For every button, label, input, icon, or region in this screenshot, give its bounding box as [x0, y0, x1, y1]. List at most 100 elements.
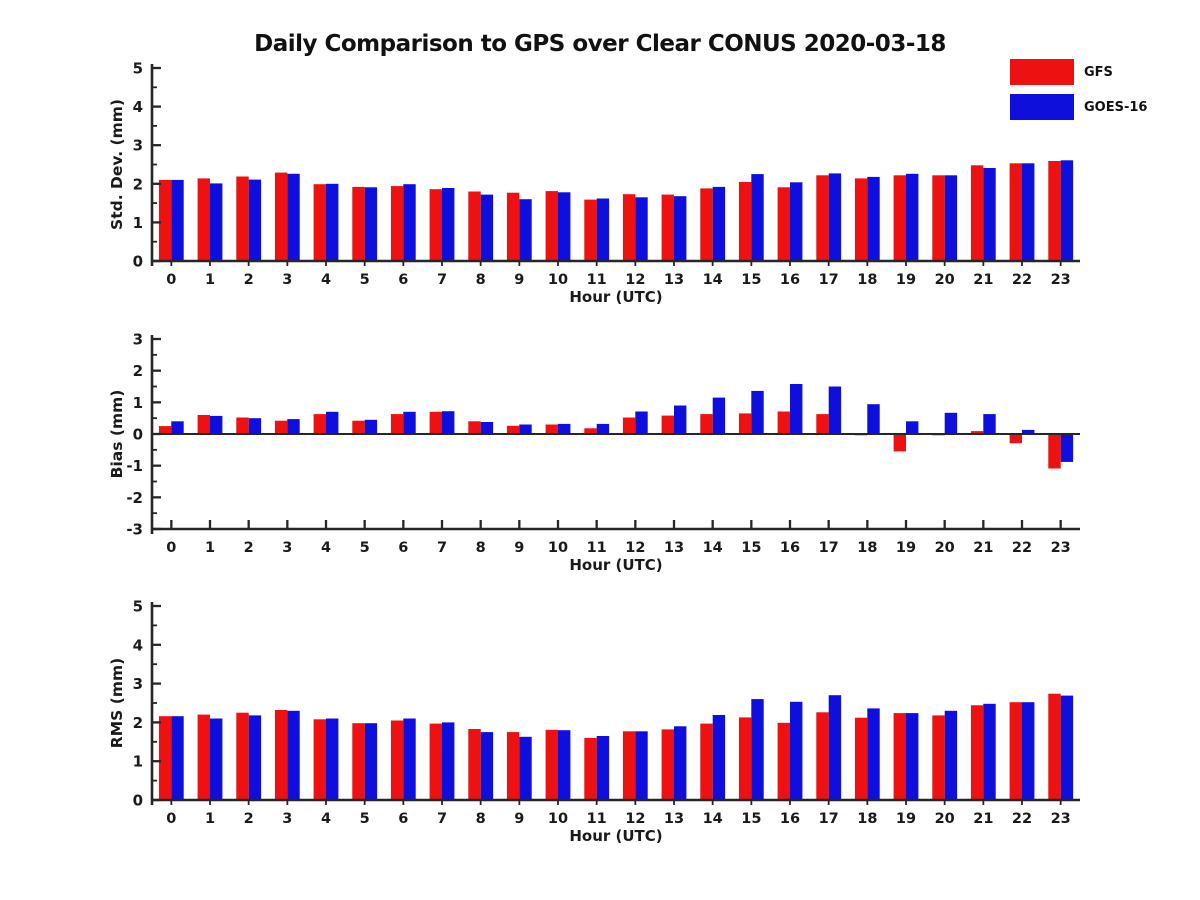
bar-goes-16-h20 [944, 175, 958, 261]
bar-goes-16-h3 [287, 173, 300, 261]
bar-goes-16-h8 [480, 732, 494, 800]
xtick-label: 17 [819, 540, 839, 556]
xtick-label: 11 [587, 811, 607, 827]
xtick-label: 3 [282, 272, 292, 288]
bar-goes-16-h22 [1022, 429, 1035, 434]
bar-goes-16-h22 [1022, 702, 1035, 800]
bar-gfs-h13 [661, 729, 674, 800]
bar-gfs-h3 [274, 420, 288, 434]
bar-gfs-h7 [429, 723, 442, 800]
bar-gfs-h17 [816, 414, 829, 434]
bar-goes-16-h6 [403, 411, 416, 434]
bar-gfs-h8 [468, 421, 481, 434]
bar-goes-16-h1 [210, 183, 223, 261]
bias-chart-xlabel: Hour (UTC) [569, 556, 662, 574]
bar-gfs-h20 [932, 175, 945, 261]
bar-gfs-h12 [622, 731, 636, 800]
xtick-label: 21 [973, 272, 993, 288]
bar-gfs-h10 [545, 424, 558, 434]
xtick-label: 4 [321, 272, 331, 288]
xtick-label: 15 [741, 811, 761, 827]
bar-gfs-h6 [390, 414, 404, 434]
bar-goes-16-h9 [519, 736, 532, 800]
bar-gfs-h17 [816, 175, 829, 261]
bar-goes-16-h1 [210, 415, 223, 434]
bar-gfs-h16 [777, 411, 790, 434]
bar-gfs-h2 [236, 712, 249, 800]
bar-gfs-h7 [429, 411, 442, 434]
bar-goes-16-h3 [287, 419, 300, 434]
xtick-label: 17 [819, 272, 839, 288]
bar-gfs-h6 [390, 720, 404, 800]
xtick-label: 7 [437, 811, 447, 827]
bar-goes-16-h10 [558, 423, 571, 434]
bar-gfs-h21 [970, 705, 984, 800]
bar-goes-16-h20 [944, 412, 958, 434]
xtick-label: 23 [1051, 811, 1071, 827]
bar-goes-16-h15 [751, 699, 764, 800]
bar-goes-16-h21 [983, 168, 996, 261]
xtick-label: 9 [514, 811, 524, 827]
bar-goes-16-h5 [364, 187, 378, 261]
bar-goes-16-h16 [790, 182, 803, 261]
xtick-label: 7 [437, 272, 447, 288]
ytick-label: 5 [133, 60, 143, 78]
bar-gfs-h3 [274, 710, 288, 800]
xtick-label: 2 [244, 540, 254, 556]
ytick-label: 2 [133, 362, 143, 380]
bar-goes-16-h15 [751, 174, 764, 261]
xtick-label: 0 [166, 272, 176, 288]
ytick-label: -3 [126, 521, 143, 539]
xtick-label: 20 [935, 272, 955, 288]
bar-goes-16-h10 [558, 192, 571, 261]
xtick-label: 2 [244, 272, 254, 288]
bar-gfs-h3 [274, 172, 288, 261]
bar-goes-16-h12 [635, 731, 648, 800]
xtick-label: 14 [703, 811, 723, 827]
bar-gfs-h0 [158, 426, 172, 434]
legend-label-gfs: GFS [1084, 64, 1113, 80]
bar-goes-16-h16 [790, 701, 803, 800]
bar-gfs-h11 [584, 199, 597, 261]
bar-gfs-h6 [390, 186, 404, 261]
legend-swatch-goes16 [1010, 94, 1074, 120]
bar-gfs-h10 [545, 729, 558, 800]
bar-goes-16-h21 [983, 414, 996, 434]
bar-gfs-h14 [700, 188, 713, 261]
bar-goes-16-h1 [210, 718, 223, 800]
ytick-label: 3 [133, 331, 143, 349]
ytick-label: 3 [133, 137, 143, 155]
bar-goes-16-h22 [1022, 163, 1035, 261]
ytick-label: 0 [133, 792, 143, 810]
legend-item-goes16: GOES-16 [1010, 94, 1147, 120]
bar-gfs-h4 [313, 184, 326, 261]
bar-gfs-h21 [970, 165, 984, 261]
bar-goes-16-h0 [171, 179, 184, 261]
xtick-label: 19 [896, 811, 916, 827]
bar-gfs-h23 [1048, 693, 1061, 800]
bar-goes-16-h0 [171, 421, 184, 434]
ytick-label: 5 [133, 598, 143, 616]
xtick-label: 5 [360, 811, 370, 827]
xtick-label: 19 [896, 272, 916, 288]
xtick-label: 11 [587, 540, 607, 556]
figure-title: Daily Comparison to GPS over Clear CONUS… [254, 31, 946, 57]
xtick-label: 0 [166, 540, 176, 556]
bar-gfs-h9 [506, 732, 520, 800]
xtick-label: 1 [205, 540, 215, 556]
xtick-label: 12 [625, 540, 645, 556]
xtick-label: 14 [703, 272, 723, 288]
bar-gfs-h12 [622, 194, 636, 261]
bar-goes-16-h10 [558, 730, 571, 800]
xtick-label: 13 [664, 272, 684, 288]
bar-gfs-h21 [970, 431, 984, 434]
ytick-label: 4 [133, 636, 143, 654]
xtick-label: 18 [857, 272, 877, 288]
xtick-label: 2 [244, 811, 254, 827]
bar-gfs-h16 [777, 722, 790, 800]
bar-goes-16-h8 [480, 194, 494, 261]
xtick-label: 18 [857, 811, 877, 827]
